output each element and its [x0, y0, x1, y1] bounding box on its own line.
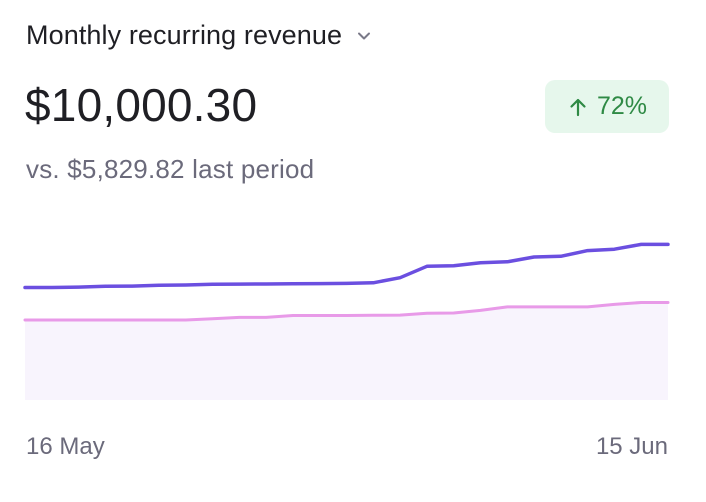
x-axis-end-label: 15 Jun [595, 433, 668, 460]
previous-period-line [23, 301, 670, 322]
comparison-text: vs. $5,829.82 last period [26, 154, 315, 184]
x-axis-start-label: 16 May [26, 433, 105, 460]
change-percent: 72% [596, 92, 648, 120]
previous-period-area [25, 302, 668, 400]
chevron-down-icon [356, 28, 372, 44]
metric-selector-dropdown[interactable]: Monthly recurring revenue [26, 16, 372, 54]
current-period-line [23, 242, 670, 290]
metric-title: Monthly recurring revenue [26, 19, 343, 50]
arrow-up-icon [567, 96, 589, 118]
metric-value: $10,000.30 [25, 79, 258, 131]
change-badge: 72% [545, 80, 669, 133]
